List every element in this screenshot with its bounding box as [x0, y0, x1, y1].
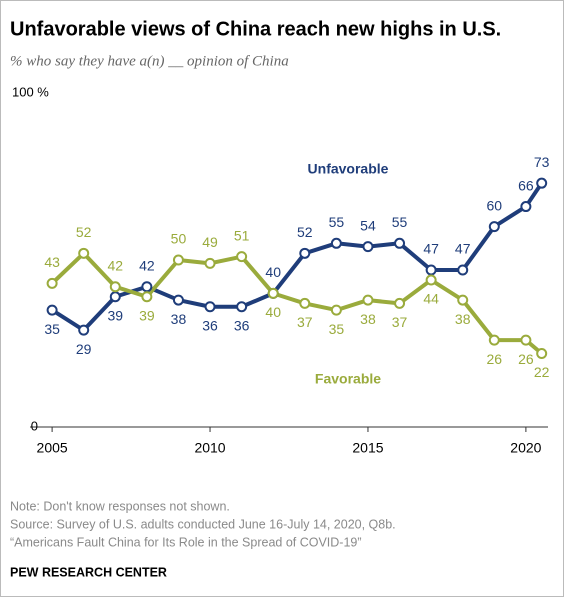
x-tick-label: 2020	[510, 440, 541, 456]
value-label: 52	[76, 224, 92, 240]
point	[46, 304, 58, 316]
value-label: 60	[487, 197, 503, 213]
value-label: 38	[171, 311, 187, 327]
point	[520, 201, 532, 213]
note: “Americans Fault China for Its Role in t…	[10, 535, 362, 549]
y-tick-label: 100 %	[12, 84, 49, 99]
point	[141, 291, 153, 303]
point	[236, 301, 248, 313]
point	[204, 257, 216, 269]
value-label: 50	[171, 231, 187, 247]
point	[172, 254, 184, 266]
value-label: 47	[423, 241, 439, 257]
value-label: 22	[534, 364, 550, 380]
point	[362, 241, 374, 253]
x-tick-label: 2005	[37, 440, 68, 456]
value-label: 35	[329, 321, 345, 337]
value-label: 51	[234, 227, 250, 243]
series-label: Favorable	[315, 371, 381, 387]
note: Source: Survey of U.S. adults conducted …	[10, 517, 396, 531]
point	[204, 301, 216, 313]
point	[330, 237, 342, 249]
value-label: 55	[329, 214, 345, 230]
value-label: 39	[139, 307, 155, 323]
value-label: 42	[139, 257, 155, 273]
point	[330, 304, 342, 316]
point	[78, 324, 90, 336]
point	[394, 237, 406, 249]
value-label: 36	[234, 317, 250, 333]
value-label: 73	[534, 154, 550, 170]
value-label: 44	[423, 291, 439, 307]
value-label: 37	[392, 314, 408, 330]
point	[394, 297, 406, 309]
point	[362, 294, 374, 306]
point	[172, 294, 184, 306]
value-label: 38	[455, 311, 471, 327]
point	[141, 281, 153, 293]
point	[78, 247, 90, 259]
y-tick-label: 0	[31, 418, 38, 433]
point	[236, 251, 248, 263]
value-label: 36	[202, 317, 218, 333]
point	[457, 294, 469, 306]
point	[536, 348, 548, 360]
value-label: 40	[265, 304, 281, 320]
value-label: 37	[297, 314, 313, 330]
point	[299, 297, 311, 309]
value-label: 39	[107, 307, 123, 323]
value-label: 43	[44, 254, 60, 270]
point	[488, 221, 500, 233]
credit: PEW RESEARCH CENTER	[10, 565, 167, 579]
point	[46, 277, 58, 289]
value-label: 54	[360, 217, 376, 233]
point	[425, 274, 437, 286]
note: Note: Don't know responses not shown.	[10, 499, 230, 513]
point	[425, 264, 437, 276]
value-label: 47	[455, 241, 471, 257]
point	[536, 177, 548, 189]
value-label: 52	[297, 224, 313, 240]
value-label: 35	[44, 321, 60, 337]
point	[109, 291, 121, 303]
value-label: 40	[265, 264, 281, 280]
point	[267, 287, 279, 299]
point	[299, 247, 311, 259]
value-label: 26	[487, 351, 503, 367]
point	[520, 334, 532, 346]
x-tick-label: 2015	[352, 440, 383, 456]
value-label: 42	[107, 257, 123, 273]
point	[457, 264, 469, 276]
value-label: 66	[518, 177, 534, 193]
point	[488, 334, 500, 346]
value-label: 29	[76, 341, 92, 357]
chart-title: Unfavorable views of China reach new hig…	[10, 18, 501, 40]
value-label: 49	[202, 234, 218, 250]
series-label: Unfavorable	[308, 161, 389, 177]
point	[109, 281, 121, 293]
chart-subtitle: % who say they have a(n) __ opinion of C…	[10, 53, 289, 69]
value-label: 55	[392, 214, 408, 230]
value-label: 38	[360, 311, 376, 327]
value-label: 26	[518, 351, 534, 367]
x-tick-label: 2010	[194, 440, 225, 456]
